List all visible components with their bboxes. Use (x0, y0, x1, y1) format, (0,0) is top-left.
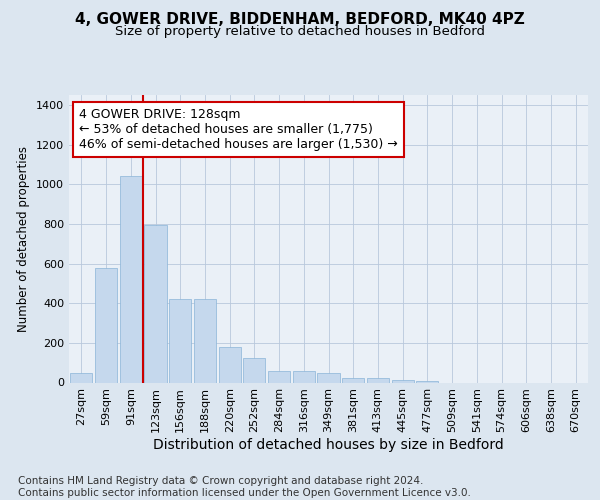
Bar (293, 371, 315, 382)
Bar (416, 380, 439, 382)
Bar (243, 358, 265, 382)
Bar (119, 176, 142, 382)
Text: Contains HM Land Registry data © Crown copyright and database right 2024.
Contai: Contains HM Land Registry data © Crown c… (18, 476, 471, 498)
Bar (367, 378, 389, 382)
Text: 4 GOWER DRIVE: 128sqm
← 53% of detached houses are smaller (1,775)
46% of semi-d: 4 GOWER DRIVE: 128sqm ← 53% of detached … (79, 108, 398, 151)
Bar (317, 373, 340, 382)
Bar (70, 373, 92, 382)
Bar (342, 378, 364, 382)
Bar (218, 347, 241, 382)
Bar (95, 268, 117, 382)
Bar (194, 299, 216, 382)
X-axis label: Distribution of detached houses by size in Bedford: Distribution of detached houses by size … (153, 438, 504, 452)
Bar (392, 380, 414, 382)
Bar (169, 299, 191, 382)
Bar (145, 225, 167, 382)
Y-axis label: Number of detached properties: Number of detached properties (17, 146, 31, 332)
Text: 4, GOWER DRIVE, BIDDENHAM, BEDFORD, MK40 4PZ: 4, GOWER DRIVE, BIDDENHAM, BEDFORD, MK40… (75, 12, 525, 28)
Bar (268, 371, 290, 382)
Text: Size of property relative to detached houses in Bedford: Size of property relative to detached ho… (115, 25, 485, 38)
